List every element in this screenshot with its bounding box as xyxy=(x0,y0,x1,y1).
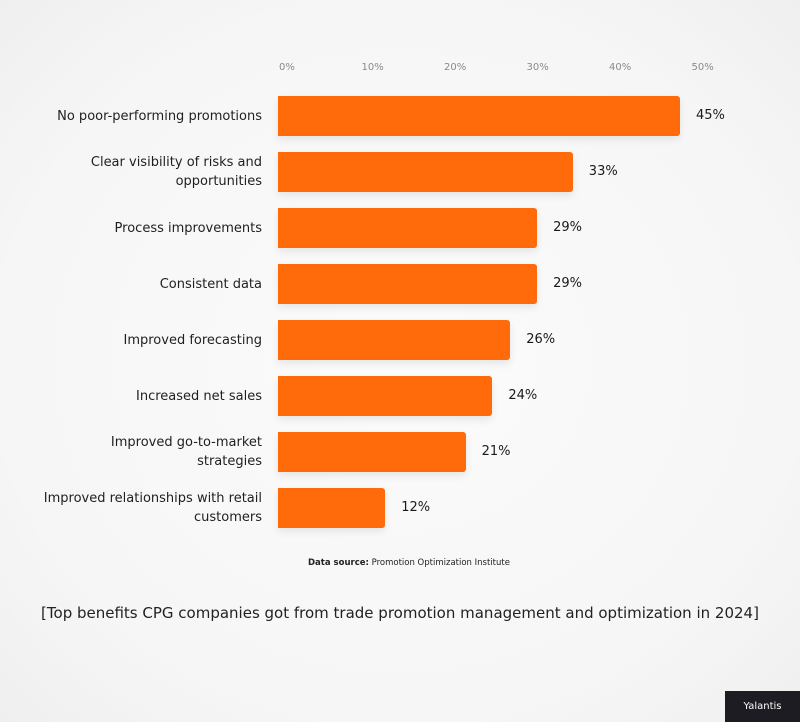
category-label-text: Increased net sales xyxy=(136,388,262,404)
value-label: 33% xyxy=(588,164,618,179)
x-tick-label: 40% xyxy=(609,62,632,73)
yalantis-logo: Yalantis xyxy=(725,691,800,722)
bar xyxy=(278,320,511,360)
bar xyxy=(278,432,466,472)
chart-caption: [Top benefits CPG companies got from tra… xyxy=(41,604,759,622)
data-source-label: Data source: xyxy=(308,558,369,568)
category-label-text: Improved forecasting xyxy=(123,332,262,348)
data-source: Data source: Promotion Optimization Inst… xyxy=(308,558,510,568)
value-label: 29% xyxy=(553,276,582,291)
category-label: Consistent data xyxy=(42,264,262,304)
category-label-text: Consistent data xyxy=(159,276,262,292)
bar xyxy=(278,208,538,248)
value-label: 24% xyxy=(508,388,538,403)
x-tick-label: 30% xyxy=(526,62,549,73)
value-label: 12% xyxy=(401,500,431,515)
bar xyxy=(278,96,680,136)
bar xyxy=(278,376,493,416)
category-label: Improved relationships with retail custo… xyxy=(42,488,262,528)
bar xyxy=(278,488,386,528)
category-label: No poor-performing promotions xyxy=(42,96,262,136)
category-label: Increased net sales xyxy=(42,376,262,416)
category-label-text: No poor-performing promotions xyxy=(57,108,262,124)
category-label: Clear visibility of risks and opportunit… xyxy=(42,152,262,192)
category-label-text: Improved relationships with retail custo… xyxy=(43,491,262,525)
category-label: Improved go-to-market strategies xyxy=(42,432,262,472)
data-source-text: Promotion Optimization Institute xyxy=(371,558,510,568)
category-label-text: Improved go-to-market strategies xyxy=(110,435,262,469)
x-tick-label: 20% xyxy=(444,62,467,73)
value-label: 45% xyxy=(696,108,725,123)
value-label: 21% xyxy=(481,444,511,459)
x-tick-label: 0% xyxy=(279,62,295,73)
x-tick-label: 10% xyxy=(361,62,384,73)
bar xyxy=(278,152,573,192)
category-label-text: Clear visibility of risks and opportunit… xyxy=(90,155,262,189)
value-label: 29% xyxy=(553,220,582,235)
category-label: Improved forecasting xyxy=(42,320,262,360)
x-tick-label: 50% xyxy=(691,62,714,73)
category-label-text: Process improvements xyxy=(114,220,262,236)
bar xyxy=(278,264,538,304)
category-label: Process improvements xyxy=(42,208,262,248)
value-label: 26% xyxy=(526,332,556,347)
